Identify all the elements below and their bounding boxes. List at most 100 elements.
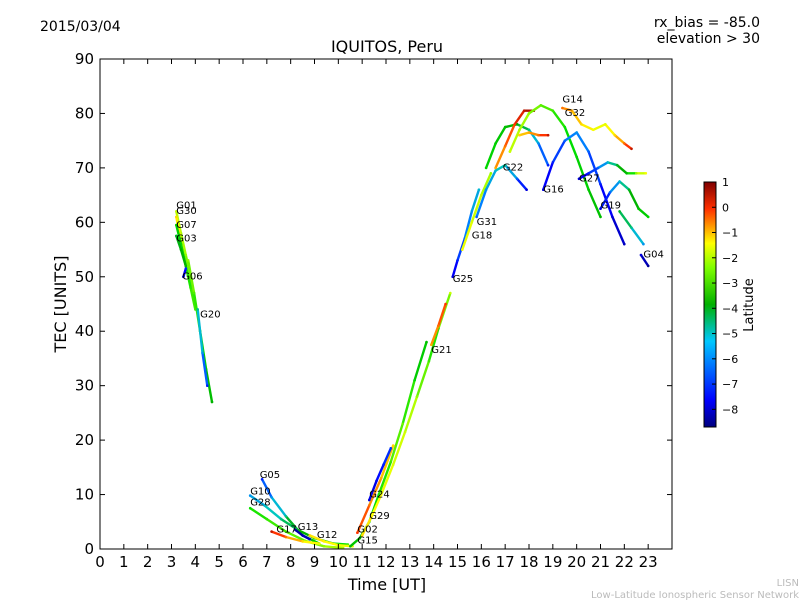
sat-label-g24: G24	[369, 489, 389, 500]
data-point	[248, 494, 252, 497]
data-point	[618, 180, 621, 183]
x-tick-label: 4	[191, 553, 201, 571]
sat-label-g28: G28	[250, 497, 270, 508]
data-point	[613, 133, 617, 137]
track-segment	[508, 128, 521, 153]
track-segment	[380, 444, 395, 480]
data-point	[356, 531, 359, 534]
data-point	[391, 463, 395, 466]
track-segment	[349, 536, 361, 548]
track-segment	[551, 109, 566, 129]
data-point	[587, 188, 590, 191]
colorbar	[703, 181, 717, 428]
x-tick-label: 19	[543, 553, 562, 571]
x-tick-label: 7	[262, 553, 272, 571]
data-point	[518, 133, 521, 137]
lisn-brand: LISN	[777, 578, 799, 589]
data-point	[184, 267, 188, 270]
colorbar-tick-label: −6	[722, 353, 738, 366]
data-point	[508, 150, 512, 153]
track-segment	[480, 172, 493, 197]
data-point	[606, 161, 609, 164]
track-segment	[613, 133, 626, 145]
data-point	[308, 534, 312, 537]
track-segment	[437, 302, 447, 327]
data-point	[175, 215, 178, 219]
track-segment	[196, 308, 204, 355]
sat-label-g21: G21	[431, 345, 451, 356]
track-segment	[175, 210, 183, 235]
track-segment	[415, 360, 431, 398]
data-point	[425, 340, 428, 344]
x-tick-label: 2	[143, 553, 153, 571]
track-segment	[284, 530, 307, 542]
track-segment	[375, 463, 385, 483]
track-segment	[248, 494, 266, 507]
track-segment	[515, 177, 528, 191]
track-segment	[561, 106, 574, 112]
data-point	[389, 447, 393, 450]
data-point	[175, 210, 178, 213]
data-point	[322, 545, 326, 548]
x-tick-label: 11	[353, 553, 372, 571]
data-point	[527, 128, 531, 132]
track-segment	[301, 534, 311, 541]
data-point	[186, 259, 190, 262]
data-point	[608, 191, 612, 194]
data-point	[494, 142, 497, 145]
track-segment	[618, 180, 631, 191]
x-tick-label: 21	[591, 553, 610, 571]
track-segment	[542, 161, 554, 191]
y-tick-label: 30	[75, 377, 94, 395]
track-segment	[189, 286, 197, 311]
y-axis-label: TEC [UNITS]	[51, 256, 70, 354]
track-segment	[356, 504, 371, 534]
data-point	[358, 536, 362, 540]
y-tick-label: 10	[75, 486, 94, 504]
sat-label-g16: G16	[543, 184, 563, 195]
date-label: 2015/03/04	[40, 19, 121, 35]
track-segment	[413, 340, 428, 382]
sat-label-g32: G32	[565, 108, 585, 119]
data-point	[301, 540, 304, 543]
data-point	[270, 530, 273, 533]
data-point	[248, 506, 252, 510]
data-point	[184, 253, 188, 257]
data-point	[630, 226, 633, 230]
data-point	[470, 221, 474, 224]
lisn-network: Low-Latitude Ionospheric Sensor Network	[591, 590, 799, 600]
track-g16b	[542, 131, 626, 246]
track-segment	[637, 207, 650, 219]
track-segment	[630, 226, 645, 246]
track-segment	[608, 180, 621, 194]
track-segment	[175, 223, 183, 246]
track-segment	[461, 221, 473, 251]
data-point	[322, 540, 326, 543]
data-point	[618, 210, 621, 213]
track-g24	[368, 447, 393, 502]
track-segment	[401, 379, 416, 425]
y-tick-label: 70	[75, 159, 94, 177]
data-point	[430, 343, 433, 347]
track-segment	[599, 191, 612, 210]
data-point	[265, 517, 269, 521]
track-segment	[513, 109, 526, 126]
data-point	[263, 504, 266, 507]
track-g19	[599, 180, 650, 219]
data-point	[370, 515, 374, 518]
data-point	[413, 378, 416, 382]
data-point	[577, 177, 581, 181]
track-segment	[427, 327, 440, 363]
data-point	[391, 444, 395, 447]
data-point	[284, 530, 288, 533]
data-point	[563, 125, 567, 129]
track-segment	[284, 535, 304, 543]
data-point	[461, 248, 464, 251]
track-segment	[537, 142, 550, 167]
track-segment	[403, 395, 419, 434]
data-point	[477, 188, 481, 191]
data-point	[415, 395, 419, 398]
data-point	[279, 517, 283, 521]
data-point	[437, 324, 440, 328]
